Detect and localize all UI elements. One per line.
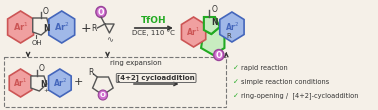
Text: Ar$^1$: Ar$^1$ [186,26,201,38]
Text: TfOH: TfOH [141,16,166,25]
Circle shape [214,50,224,60]
Text: Ar$^1$: Ar$^1$ [12,21,28,33]
Text: O: O [100,92,106,98]
Text: O: O [215,50,222,60]
Bar [4,57,226,107]
Text: ring-opening /  [4+2]-cycloaddition: ring-opening / [4+2]-cycloaddition [241,93,359,99]
Circle shape [98,90,108,100]
Text: N: N [43,24,50,32]
Text: Ar$^1$: Ar$^1$ [13,77,28,89]
Polygon shape [201,27,225,55]
Polygon shape [181,17,206,47]
Text: OH: OH [31,40,42,46]
Text: +: + [81,21,91,35]
Polygon shape [204,17,220,34]
Text: Ar$^2$: Ar$^2$ [53,77,67,89]
Text: ring expansion: ring expansion [110,60,162,66]
Polygon shape [9,69,32,97]
Text: simple reaction conditions: simple reaction conditions [241,79,330,85]
Text: O: O [211,5,217,14]
Text: +: + [43,87,48,93]
Text: O: O [38,63,44,72]
Text: +: + [74,77,83,87]
Polygon shape [93,77,113,95]
Text: ∿: ∿ [106,36,113,45]
Polygon shape [33,18,50,35]
Text: ✓: ✓ [232,65,239,71]
Text: O: O [43,6,49,16]
Text: ✓: ✓ [232,93,239,99]
Polygon shape [49,11,75,43]
Text: R: R [91,24,96,32]
Text: DCE, 110 °C: DCE, 110 °C [132,30,175,36]
Text: Ar$^2$: Ar$^2$ [54,21,70,33]
Polygon shape [8,11,34,43]
Circle shape [96,6,106,17]
Text: ✓: ✓ [232,79,239,85]
Polygon shape [48,69,71,97]
Polygon shape [31,76,47,91]
Text: N: N [41,80,47,89]
Text: O: O [98,7,104,16]
Text: Ar$^2$: Ar$^2$ [225,21,239,33]
Text: N: N [211,17,217,27]
Text: R: R [88,68,93,76]
Text: rapid reaction: rapid reaction [241,65,288,71]
Polygon shape [220,12,244,42]
Text: R: R [226,33,231,39]
Text: [4+2] cycloaddition: [4+2] cycloaddition [117,75,195,82]
